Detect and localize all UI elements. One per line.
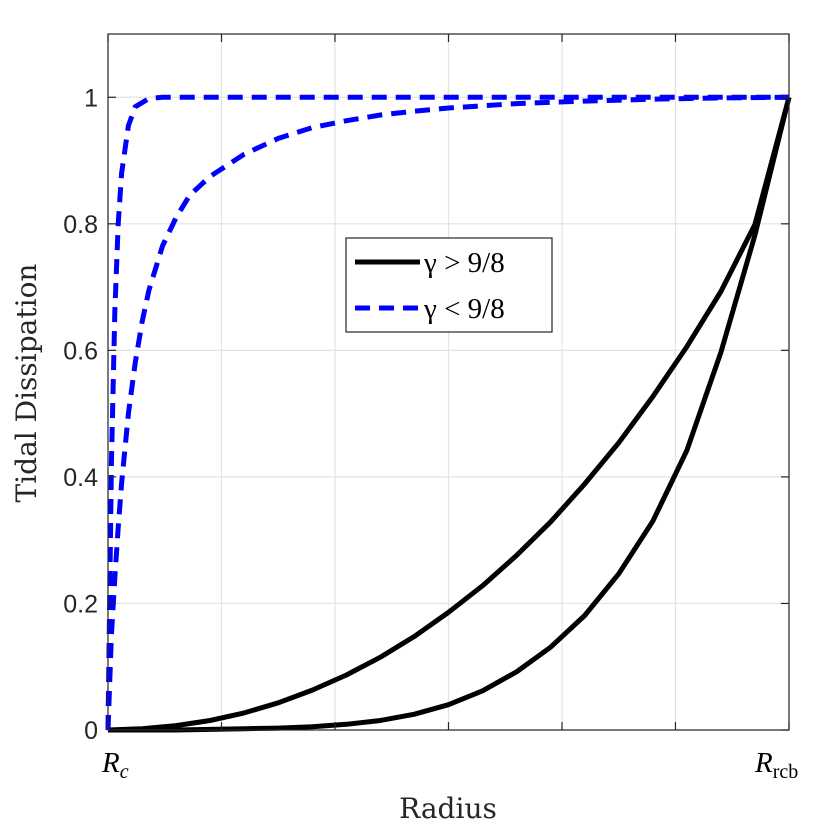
- y-tick-label: 0.4: [63, 464, 98, 492]
- x-tick-label-sub: rcb: [773, 761, 799, 783]
- y-tick-label: 0.2: [63, 590, 98, 618]
- legend-box: [345, 237, 553, 333]
- y-axis-label: Tidal Dissipation: [10, 264, 43, 503]
- axis-ticks: [107, 34, 790, 731]
- x-tick-label: Rrcb: [754, 747, 798, 783]
- series-line-dashed-3: [105, 94, 790, 731]
- x-tick-label: Rc: [101, 747, 129, 783]
- x-tick-label-main: R: [101, 747, 120, 779]
- legend: γ > 9/8 γ < 9/8: [345, 237, 553, 333]
- y-tick-label: 0.8: [63, 211, 98, 239]
- x-tick-label-main: R: [754, 747, 773, 779]
- series-line-solid-0: [107, 96, 792, 733]
- x-tick-labels: Rc Rrcb: [101, 747, 798, 783]
- legend-label-dashed: γ < 9/8: [423, 293, 505, 325]
- x-axis-label: Radius: [399, 792, 497, 825]
- y-tick-label: 0.6: [63, 337, 98, 365]
- y-tick-label: 0: [84, 717, 98, 745]
- y-tick-label: 1: [84, 84, 98, 112]
- x-tick-label-sub: c: [120, 761, 129, 783]
- y-tick-labels: 0 0.2 0.4 0.6 0.8 1: [63, 84, 98, 745]
- legend-label-solid: γ > 9/8: [423, 247, 505, 279]
- series-line-dashed-2: [105, 94, 789, 731]
